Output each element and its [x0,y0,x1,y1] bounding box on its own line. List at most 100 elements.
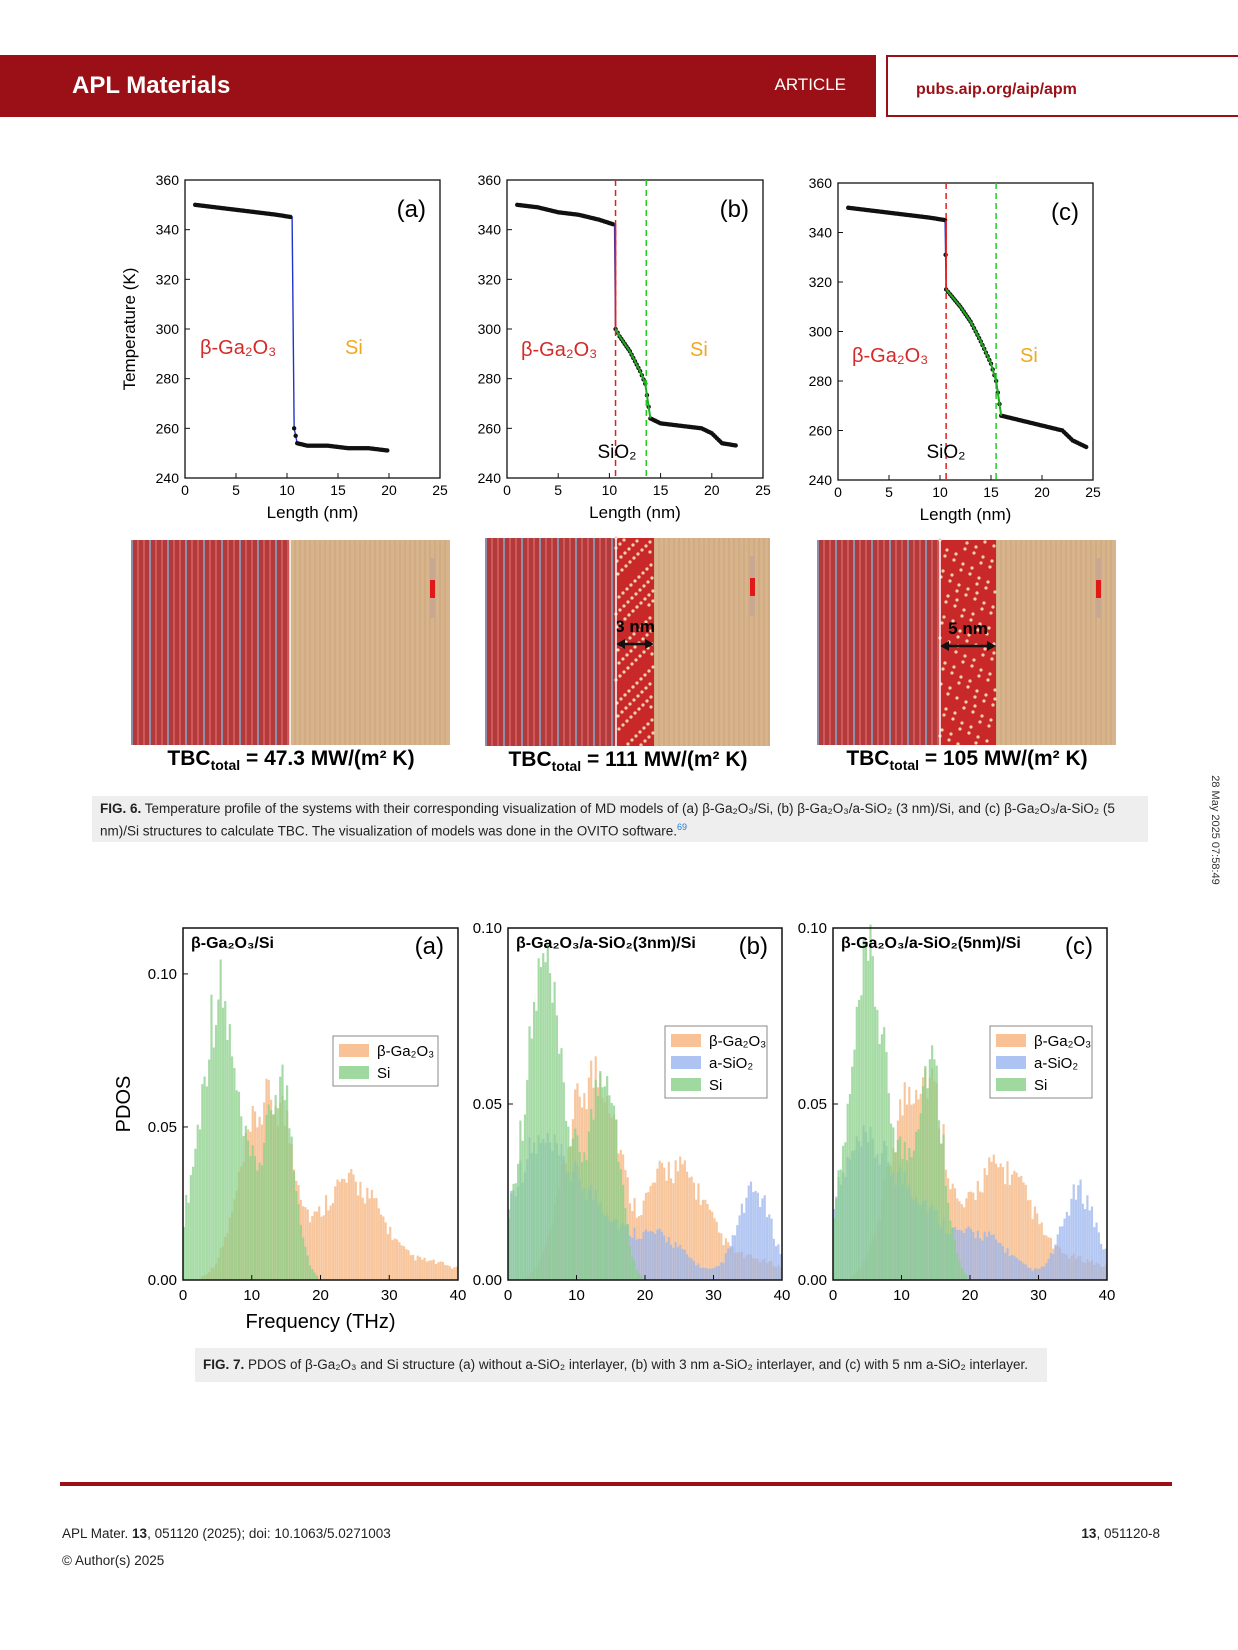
pdos-bar-si [606,1076,609,1280]
pdos-bar-sio2 [1081,1203,1084,1280]
sio2-atom [963,547,967,551]
sio2-atom [964,593,968,597]
pdos-bar-si [908,1147,911,1280]
sio2-atom [975,591,979,595]
y-tick-label: 300 [156,321,180,337]
sio2-atom [639,677,643,681]
pdos-bar-sio2 [1061,1226,1064,1280]
fig6-caption-ref[interactable]: 69 [677,822,688,832]
pdos-bar-ga [663,1167,666,1280]
sio2-atom [971,612,975,616]
sio2-atom [963,654,967,658]
journal-url[interactable]: pubs.aip.org/aip/apm [916,81,1077,98]
pdos-bar-ga [692,1182,696,1280]
pdos-bar-ga [1022,1182,1025,1280]
sio2-atom [949,625,953,629]
pdos-bar-si [574,1128,577,1280]
fig7-caption-label: FIG. 7. [203,1357,245,1372]
pdos-bar-si [862,936,865,1280]
pdos-bar-si [592,1119,595,1280]
pdos-bar-ga [1047,1237,1050,1280]
pdos-bar-sio2 [1036,1268,1039,1280]
pdos-bar-si [288,1128,291,1280]
sio2-atom [941,569,945,573]
pdos-bar-ga [988,1157,991,1280]
panel-label: (b) [739,933,768,960]
sio2-atom [635,605,639,609]
sio2-atom [622,538,626,542]
pdos-bar-ga [688,1177,691,1280]
sio2-atom [638,730,642,734]
footer-copyright: © Author(s) 2025 [62,1553,165,1568]
pdos-bar-sio2 [1038,1269,1041,1280]
pdos-bar-si [533,1001,536,1280]
pdos-bar-ga [1006,1161,1009,1280]
pdos-bar-si [858,999,861,1280]
pdos-bar-sio2 [720,1262,723,1280]
pdos-bar-sio2 [640,1238,643,1280]
sio2-atom [957,681,961,685]
pdos-bar-sio2 [747,1185,750,1280]
pdos-bar-ga [1004,1184,1007,1280]
sio2-atom [649,563,653,567]
pdos-bar-ga [711,1211,714,1280]
pdos-bar-si [272,1114,275,1280]
journal-url-box[interactable]: pubs.aip.org/aip/apm [886,55,1238,117]
pdos-bar-sio2 [633,1227,636,1280]
sio2-atom [978,720,982,724]
pdos-bar-si [244,1125,247,1280]
pdos-bar-sio2 [775,1246,778,1280]
sio2-atom [954,552,958,556]
legend-label: β-Ga₂O₃ [1034,1033,1091,1050]
pdos-bar-ga [979,1191,982,1280]
legend-swatch [671,1078,701,1091]
pdos-bar-sio2 [1022,1263,1025,1280]
y-tick-label: 0.10 [148,966,177,983]
pdos-bar-ga [377,1208,380,1280]
pdos-bar-ga [315,1211,318,1280]
pdos-bar-sio2 [724,1253,727,1280]
sio2-atom [961,660,965,664]
pdos-bar-sio2 [1086,1195,1089,1280]
pdos-bar-ga [343,1179,346,1280]
pdos-bar-ga [425,1261,428,1280]
pdos-bar-ga [670,1178,673,1280]
pdos-bar-ga [430,1260,433,1280]
x-tick-label: 25 [755,482,771,498]
pdos-bar-si [194,1148,197,1280]
pdos-bar-ga [306,1209,309,1280]
pdos-bar-ga [359,1181,362,1280]
pdos-bar-si [311,1269,314,1280]
sio2-atom [987,724,991,728]
pdos-bar-si [523,1114,527,1280]
sio2-atom [986,678,990,682]
pdos-bar-si [928,1059,931,1280]
pdos-bar-si [226,1039,229,1280]
pdos-bar-sio2 [779,1254,782,1280]
pdos-bar-si [951,1227,954,1280]
sio2-atom [640,548,644,552]
pdos-bar-si [940,1143,943,1280]
panel-label: (a) [397,196,426,223]
x-tick-label: 10 [932,484,948,500]
sio2-atom [638,654,642,658]
pdos-bar-si [240,1116,243,1280]
pdos-bar-sio2 [1058,1226,1062,1280]
legend-swatch [996,1034,1026,1047]
sio2-atom [622,604,626,608]
pdos-bar-sio2 [1077,1185,1080,1280]
pdos-bar-sio2 [722,1262,725,1280]
pdos-bar-si [633,1260,636,1280]
sio2-atom [649,629,653,633]
fig6-panel-a: 0 5 10 15 20 25 240 260 280 300 320 340 360 Length (n… [120,172,448,522]
article-type: ARTICLE [774,75,847,94]
sio2-atom [643,739,647,743]
sio2-atom [620,710,624,714]
sio2-atom [992,544,996,548]
color-key-red [1096,580,1101,598]
pdos-bar-ga [1010,1174,1014,1280]
sio2-atom [650,718,654,722]
pdos-bar-si [905,1160,909,1280]
pdos-bar-sio2 [1074,1199,1078,1280]
legend-swatch [671,1056,701,1069]
